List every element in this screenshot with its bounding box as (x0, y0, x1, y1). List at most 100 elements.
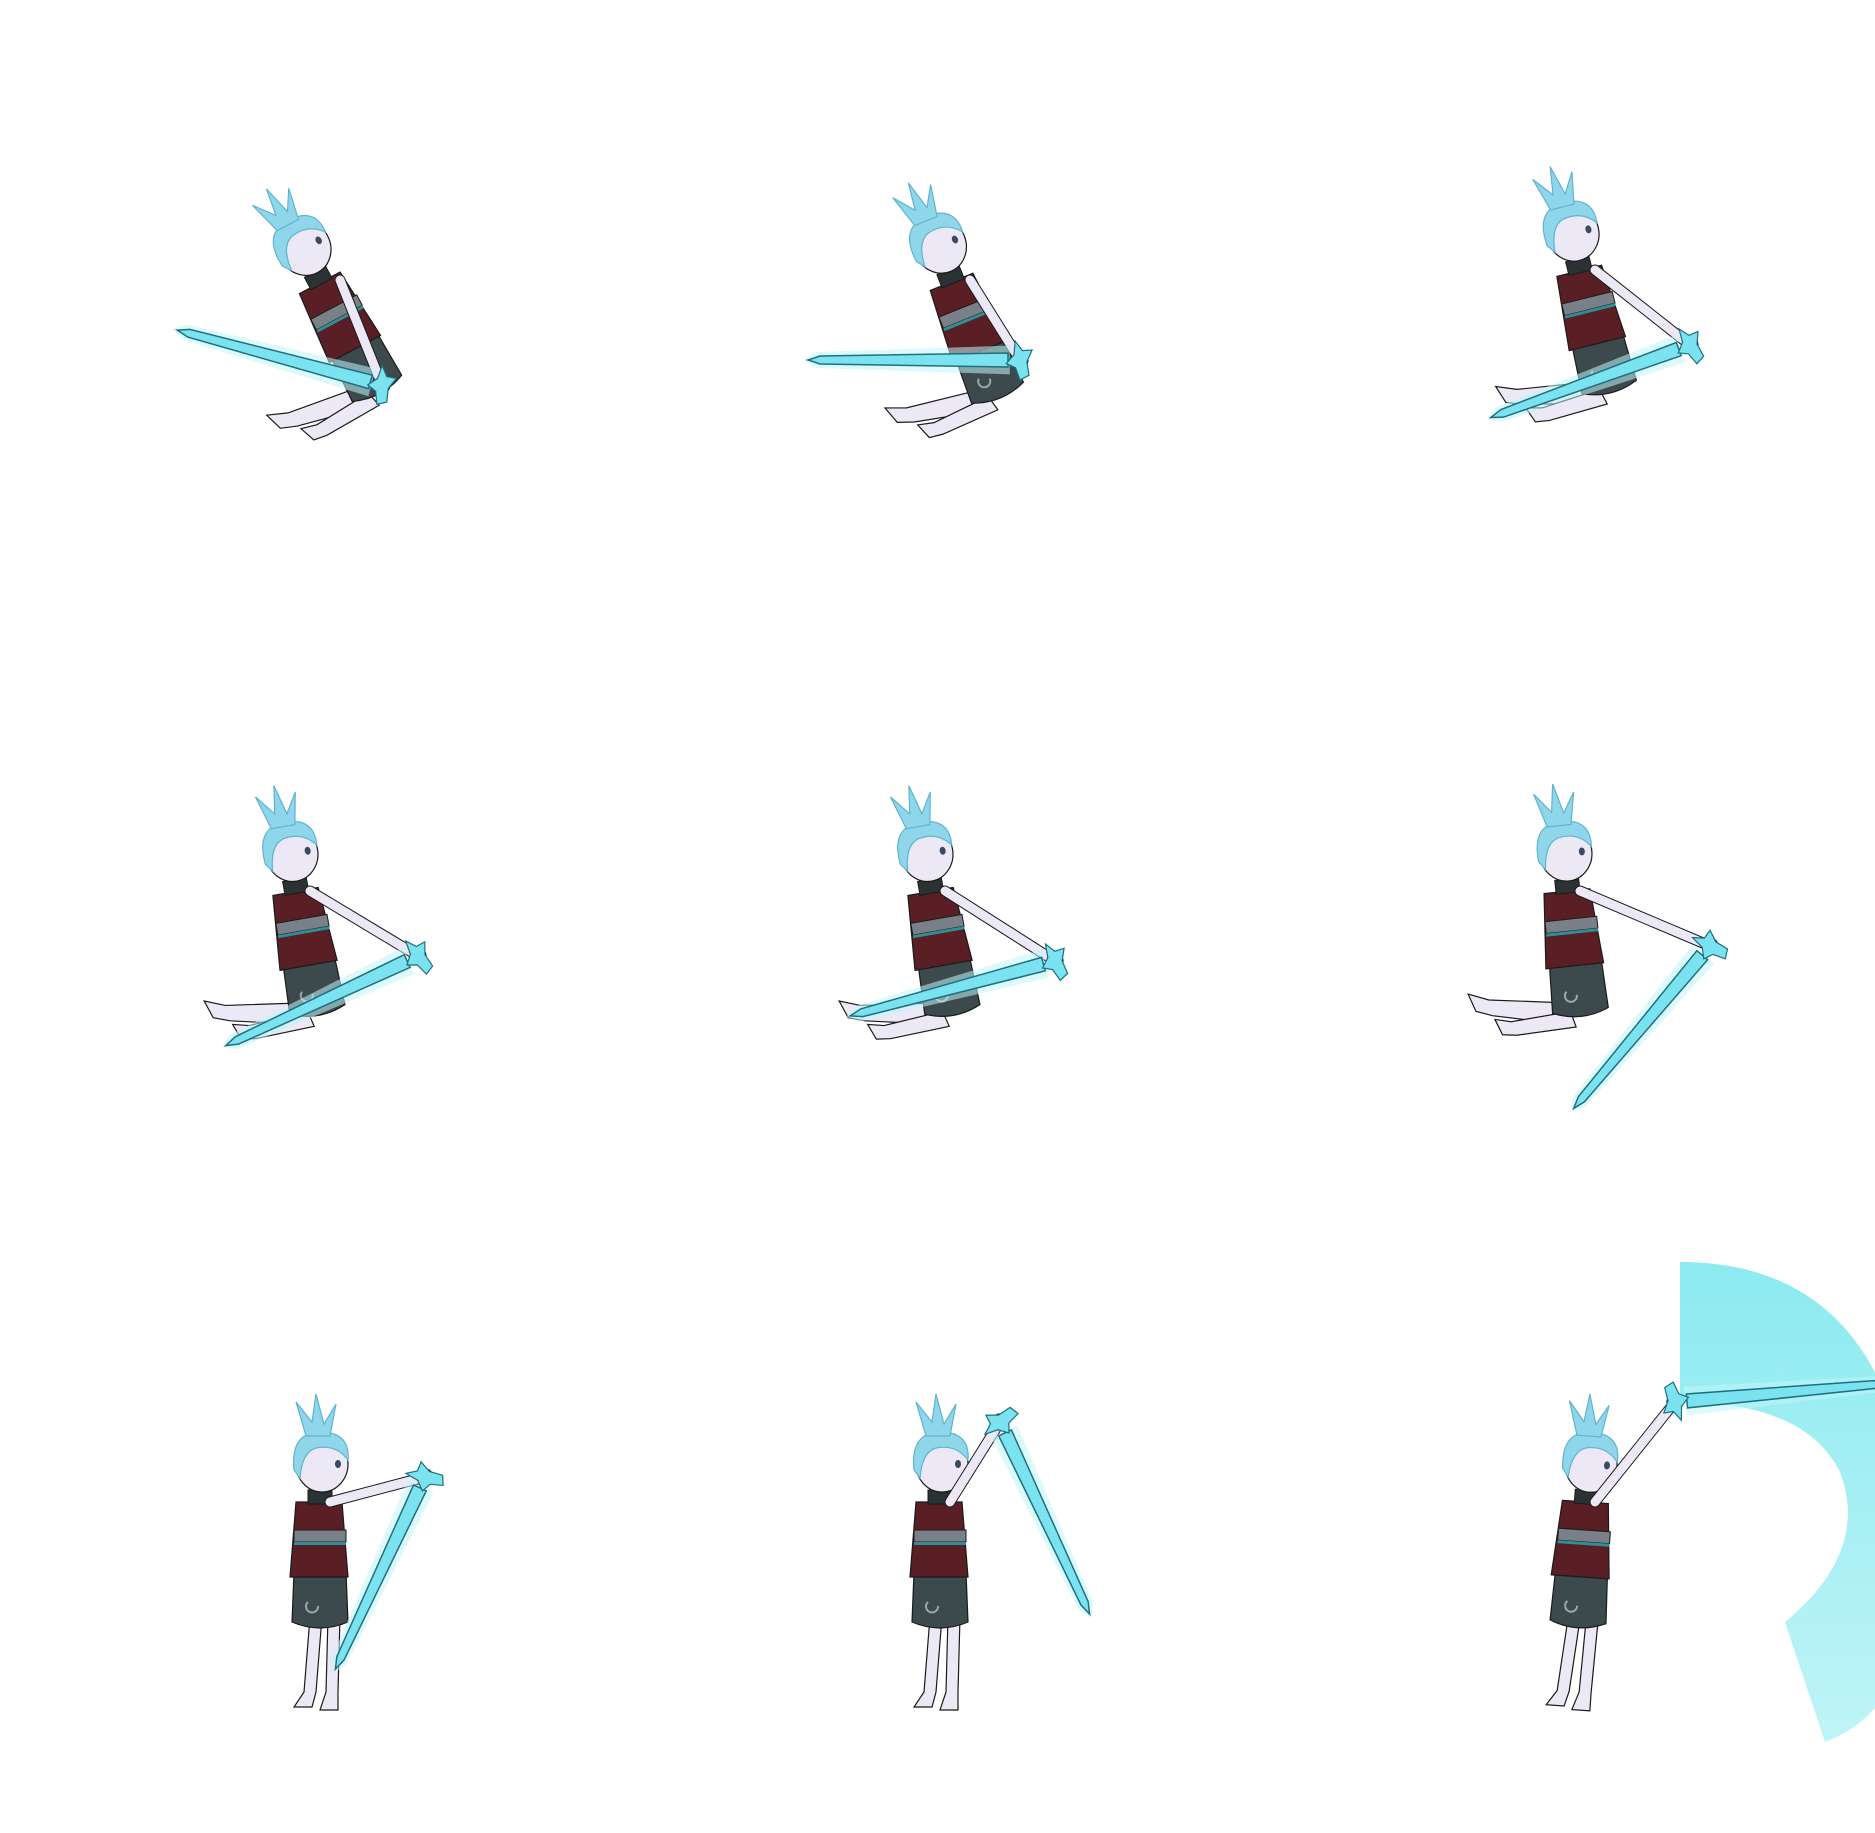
sword-guard (404, 1460, 444, 1492)
sprite-frame-canvas (173, 188, 403, 441)
eye (335, 1460, 341, 1468)
sword-guard (1041, 942, 1069, 982)
pants (291, 1571, 349, 1629)
sash-stripe (912, 926, 965, 939)
slash-arc (1680, 1262, 1875, 1742)
sword-guard (983, 1406, 1020, 1436)
arm (1590, 1397, 1680, 1507)
sword-guard (1677, 327, 1705, 365)
sprite-frame (625, 611, 1250, 1222)
hair-tuft (915, 1393, 957, 1437)
sword (1571, 929, 1729, 1112)
sword-guard (1005, 339, 1034, 381)
sprite-frame-canvas (909, 1393, 1094, 1711)
sash-stripe (1564, 303, 1616, 319)
pants-crescent (925, 1601, 939, 1614)
eye (304, 846, 311, 855)
character (289, 1393, 349, 1711)
sprite-frame (625, 1222, 1250, 1833)
character (1467, 783, 1609, 1036)
arm (1590, 265, 1695, 350)
arm (945, 1417, 1005, 1507)
pants (1548, 957, 1609, 1018)
sprite-frame (1250, 1222, 1875, 1833)
eye (1603, 1461, 1611, 1470)
sword-blade (997, 1428, 1091, 1617)
sword-guard (366, 363, 398, 406)
sprite-frame-canvas (838, 785, 1069, 1040)
hair-tuft (254, 785, 296, 830)
arm (940, 886, 1060, 966)
sprite-frame (625, 0, 1250, 611)
sword (222, 939, 434, 1050)
sword (1662, 1376, 1875, 1422)
eye (951, 235, 959, 244)
leg-right (939, 1616, 961, 1711)
pants (1549, 1569, 1609, 1629)
pants-crescent (1564, 1600, 1579, 1613)
sprite-frame (1250, 0, 1875, 611)
eye (1585, 225, 1592, 234)
pants-crescent (305, 1601, 319, 1614)
sprite-frame (1250, 611, 1875, 1222)
sprite-frame-canvas (1467, 783, 1729, 1112)
sash (913, 1529, 967, 1543)
arm (1575, 886, 1715, 951)
eye (955, 1460, 961, 1468)
pants-crescent (1563, 991, 1578, 1003)
hair-tuft (892, 182, 938, 227)
sprite-frame (0, 0, 625, 611)
sword-guard (1691, 929, 1729, 960)
leg-right (916, 395, 999, 439)
sword-guard (404, 939, 434, 976)
sash-stripe (943, 308, 993, 332)
pants (911, 1571, 969, 1629)
character (1544, 1393, 1619, 1712)
sash-stripe (914, 1542, 966, 1545)
leg-left (292, 1616, 323, 1708)
eye (939, 846, 946, 855)
leg-right (1493, 1010, 1577, 1036)
sash-stripe (1557, 1540, 1610, 1547)
hair-tuft (295, 1393, 337, 1437)
sprite-frame-canvas (289, 1393, 444, 1711)
arm (965, 275, 1025, 365)
sprite-frame-canvas (1486, 166, 1705, 423)
hair-tuft (1533, 783, 1575, 828)
character (883, 182, 1025, 439)
arm (335, 275, 387, 390)
sword-guard (1662, 1381, 1690, 1422)
sword (846, 942, 1069, 1022)
eye (315, 236, 322, 245)
leg-right (866, 1010, 951, 1040)
sword (331, 1460, 444, 1673)
sash-stripe (277, 926, 330, 939)
arm (305, 886, 423, 961)
sword (1486, 327, 1705, 423)
sword-blade (805, 352, 1009, 368)
hair-tuft (889, 785, 931, 830)
hair-tuft (252, 188, 300, 232)
sword (803, 339, 1034, 381)
sprite-frame (0, 1222, 625, 1833)
sash-stripe (1546, 928, 1599, 937)
leg-left (1544, 1615, 1582, 1707)
leg-left (912, 1616, 943, 1708)
sprite-frame-canvas (1544, 1262, 1875, 1742)
leg-right (299, 392, 381, 441)
sprite-frame-canvas (203, 785, 434, 1050)
character (909, 1393, 969, 1711)
character (252, 188, 403, 441)
hair-tuft (1532, 166, 1575, 211)
sprite-frame (0, 611, 625, 1222)
eye (1578, 847, 1585, 856)
sword (983, 1406, 1094, 1618)
sprite-frame-canvas (803, 182, 1034, 439)
sash-stripe (294, 1542, 346, 1545)
sash (1561, 290, 1616, 317)
pants-crescent (977, 378, 992, 389)
sword (173, 324, 398, 406)
hair-tuft (1568, 1393, 1610, 1438)
sash (293, 1529, 347, 1543)
